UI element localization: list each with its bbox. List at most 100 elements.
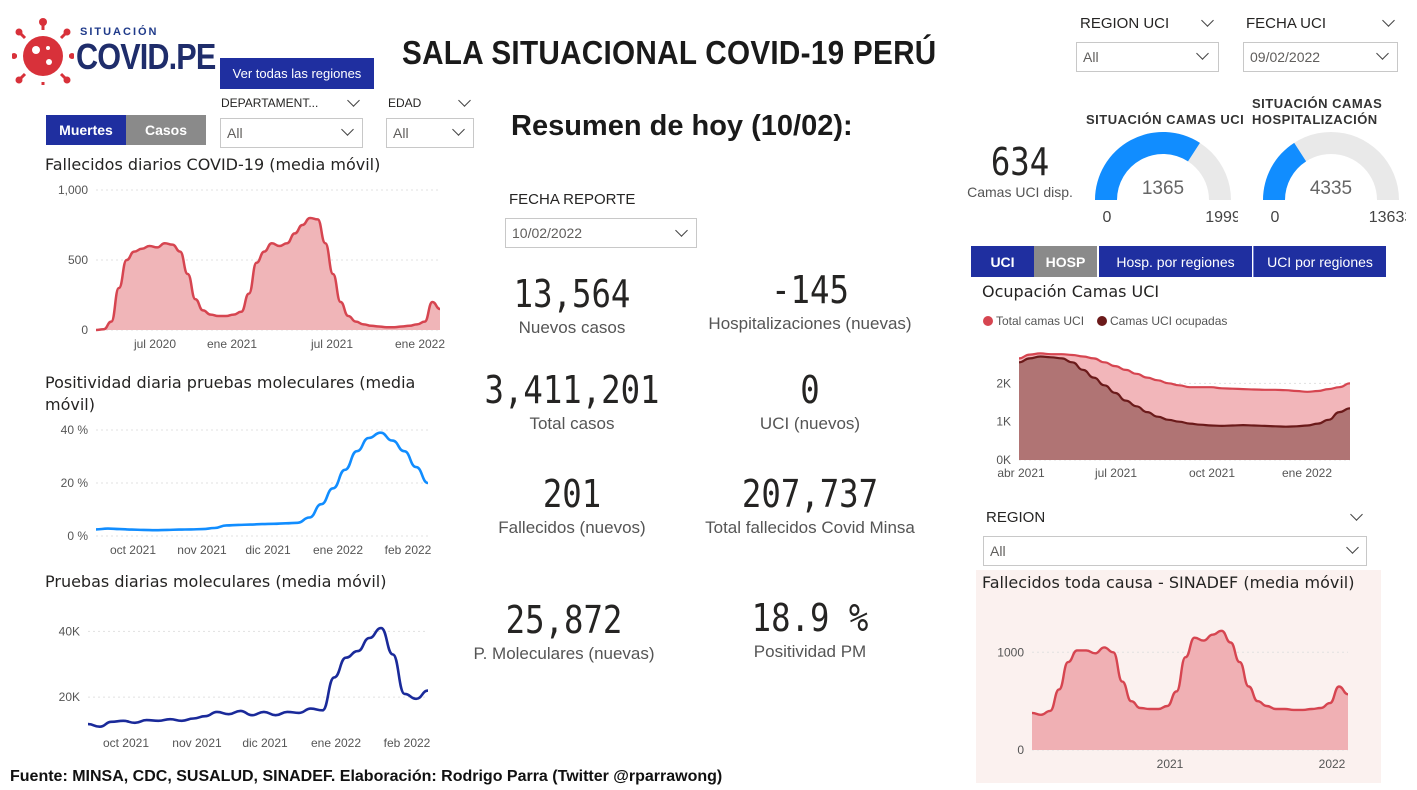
tab-uci-regiones[interactable]: UCI por regiones: [1253, 246, 1386, 277]
tab-hosp-regiones[interactable]: Hosp. por regiones: [1099, 246, 1252, 277]
kpi-label: UCI (nuevos): [759, 414, 861, 433]
fecha-uci-select[interactable]: 09/02/2022: [1243, 42, 1398, 72]
gauge-hosp: 4335 0 13633: [1263, 132, 1406, 226]
x-tick-label: 2021: [1157, 757, 1184, 771]
chevron-down-icon[interactable]: [347, 94, 360, 107]
gauge-value: 4335: [1310, 178, 1352, 199]
y-tick-label: 0K: [996, 453, 1011, 467]
gauge-min: 0: [1103, 209, 1112, 226]
logo-subtitle: SITUACIÓN: [80, 26, 159, 38]
gauge-fill: [1263, 142, 1307, 200]
kpi-moleculares: 25,872 P. Moleculares (nuevas): [444, 598, 684, 664]
chevron-down-icon[interactable]: [1350, 508, 1363, 521]
kpi-label: P. Moleculares (nuevas): [473, 644, 655, 663]
region-label: REGION: [986, 509, 1046, 526]
kpi-value: 25,872: [505, 598, 623, 642]
kpi-value: 0: [800, 368, 820, 412]
kpi-label: Fallecidos (nuevos): [498, 518, 646, 537]
fecha-reporte-select[interactable]: 10/02/2022: [505, 218, 697, 248]
series-line: [1031, 629, 1349, 717]
y-tick-label: 500: [68, 253, 88, 267]
x-tick-label: abr 2021: [997, 466, 1045, 480]
departamento-value: All: [227, 125, 243, 141]
x-tick-label: oct 2021: [110, 543, 156, 557]
y-tick-label: 20K: [59, 690, 80, 704]
x-tick-label: feb 2022: [385, 543, 432, 557]
y-tick-label: 0: [81, 323, 88, 337]
gauge-max: 1999: [1205, 209, 1238, 226]
x-tick-label: dic 2021: [242, 736, 288, 750]
gauge-min: 0: [1271, 209, 1280, 226]
fecha-reporte-label: FECHA REPORTE: [509, 191, 636, 208]
edad-select[interactable]: All: [386, 118, 474, 148]
kpi-fallecidos-nuevos: 201 Fallecidos (nuevos): [452, 472, 692, 538]
tab-hosp[interactable]: HOSP: [1034, 246, 1097, 277]
kpi-value: 201: [542, 472, 602, 516]
series-line-total: [1018, 352, 1351, 393]
x-tick-label: jul 2021: [1094, 466, 1137, 480]
legend-label: Camas UCI ocupadas: [1110, 314, 1227, 328]
x-tick-label: feb 2022: [384, 736, 431, 750]
chart-sinadef: 0 1000 2021 2022: [997, 629, 1349, 771]
x-tick-label: ene 2022: [395, 337, 445, 351]
region-uci-select[interactable]: All: [1076, 42, 1219, 72]
x-tick-label: ene 2021: [207, 337, 257, 351]
gauge-title-line: SITUACIÓN CAMAS: [1252, 96, 1383, 111]
tab-uci[interactable]: UCI: [971, 246, 1034, 277]
series-area: [96, 218, 440, 330]
region-uci-value: All: [1083, 49, 1099, 65]
gauge-max: 13633: [1369, 209, 1406, 226]
tab-casos[interactable]: Casos: [126, 115, 206, 145]
kpi-positividad: 18.9 % Positividad PM: [690, 596, 930, 662]
legend-marker: [1097, 316, 1107, 326]
y-tick-label: 1K: [996, 415, 1011, 429]
tab-muertes[interactable]: Muertes: [46, 115, 126, 145]
footer-source: Fuente: MINSA, CDC, SUSALUD, SINADEF. El…: [10, 768, 723, 785]
fecha-reporte-value: 10/02/2022: [512, 225, 583, 241]
kpi-value: 3,411,201: [484, 368, 660, 412]
chevron-down-icon[interactable]: [1382, 14, 1395, 27]
legend-label: Total camas UCI: [996, 314, 1084, 328]
gauge-value: 1365: [1142, 178, 1184, 199]
chart-title-fallecidos: Fallecidos diarios COVID-19 (media móvil…: [45, 155, 381, 174]
series-line: [95, 431, 429, 532]
chart-title-ocupacion: Ocupación Camas UCI: [982, 282, 1160, 301]
x-tick-label: dic 2021: [245, 543, 291, 557]
y-tick-label: 0: [1017, 743, 1024, 757]
chart-title-pruebas: Pruebas diarias moleculares (media móvil…: [45, 572, 387, 591]
kpi-label: Positividad PM: [753, 642, 867, 661]
chart-positividad: 0 % 20 % 40 % oct 2021 nov 2021 dic 2021 ene 2…: [61, 423, 432, 557]
kpi-label: Nuevos casos: [518, 318, 626, 337]
kpi-total-casos: 3,411,201 Total casos: [452, 368, 692, 434]
chevron-down-icon[interactable]: [458, 94, 471, 107]
kpi-hospitalizaciones: -145 Hospitalizaciones (nuevas): [690, 268, 930, 334]
logo-text: COVID.PE: [76, 36, 216, 77]
gauge-title-line: SITUACIÓN CAMAS UCI: [1086, 112, 1245, 127]
series-area: [1032, 630, 1348, 750]
departamento-label: DEPARTAMENT...: [221, 96, 319, 110]
kpi-label: Total fallecidos Covid Minsa: [705, 518, 915, 537]
gauge-title-line: HOSPITALIZACIÓN: [1252, 112, 1378, 127]
camas-label: Camas UCI disp.: [967, 184, 1073, 200]
all-regions-button[interactable]: Ver todas las regiones: [220, 58, 374, 89]
y-tick-label: 1000: [997, 645, 1024, 659]
chevron-down-icon[interactable]: [1201, 14, 1214, 27]
kpi-nuevos-casos: 13,564 Nuevos casos: [462, 272, 682, 338]
x-tick-label: jul 2021: [310, 337, 353, 351]
x-tick-label: oct 2021: [1189, 466, 1235, 480]
gauge-fill: [1095, 132, 1200, 200]
x-tick-label: nov 2021: [177, 543, 227, 557]
page-title: SALA SITUACIONAL COVID-19 PERÚ: [402, 34, 937, 71]
x-tick-label: ene 2022: [313, 543, 363, 557]
camas-uci-disp: 634 Camas UCI disp.: [955, 140, 1085, 200]
region-select[interactable]: All: [983, 536, 1367, 566]
kpi-value: 18.9 %: [751, 596, 869, 640]
kpi-uci-nuevos: 0 UCI (nuevos): [690, 368, 930, 434]
x-tick-label: oct 2021: [103, 736, 149, 750]
departamento-select[interactable]: All: [220, 118, 363, 148]
region-value: All: [990, 543, 1006, 559]
chart-title-sinadef: Fallecidos toda causa - SINADEF (media m…: [982, 573, 1355, 592]
gauge-title-hosp: SITUACIÓN CAMAS HOSPITALIZACIÓN: [1252, 96, 1412, 128]
kpi-label: Hospitalizaciones (nuevas): [708, 314, 912, 333]
gauge-title-uci: SITUACIÓN CAMAS UCI: [1086, 112, 1246, 128]
